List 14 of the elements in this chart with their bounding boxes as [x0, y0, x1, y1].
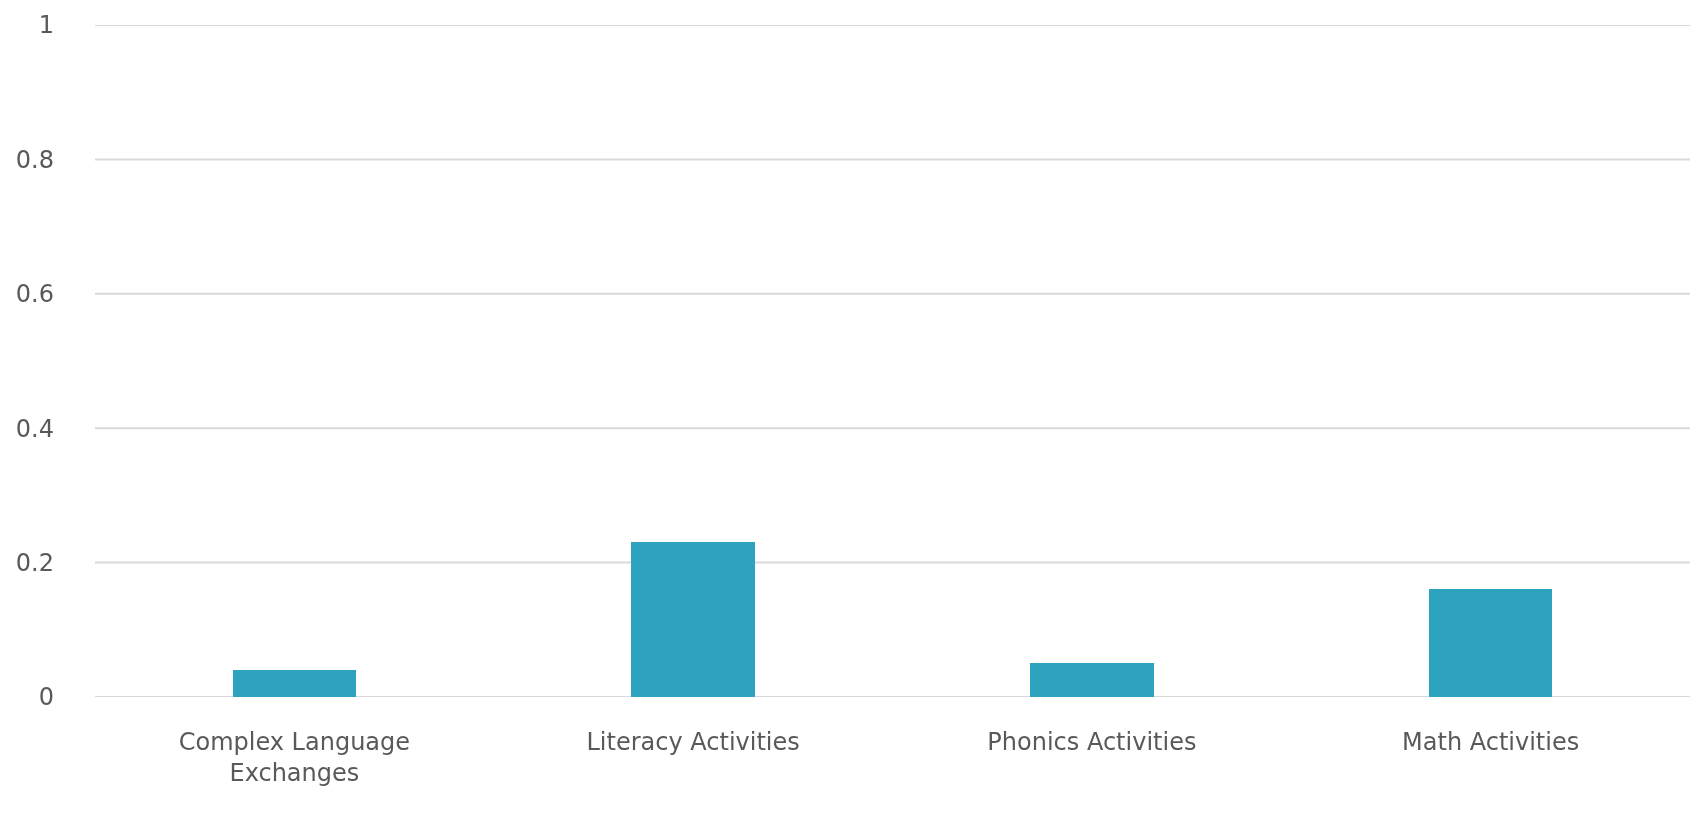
bar	[631, 542, 755, 697]
x-tick-label: Phonics Activities	[987, 728, 1197, 756]
bar	[1428, 589, 1553, 697]
bar	[1030, 663, 1154, 697]
y-tick-label: 0	[38, 683, 54, 712]
y-tick-label: 0.6	[15, 280, 54, 309]
y-tick-label: 0.4	[15, 414, 54, 443]
x-tick-label: Complex Language Exchanges	[178, 728, 411, 788]
x-tick-label: Math Activities	[1402, 728, 1580, 756]
y-tick-label: 0.2	[15, 549, 54, 577]
y-tick-label: 1	[38, 11, 54, 40]
y-tick-label: 0.8	[15, 145, 54, 174]
x-tick-label: Literacy Activities	[586, 728, 800, 756]
bar	[232, 670, 357, 697]
